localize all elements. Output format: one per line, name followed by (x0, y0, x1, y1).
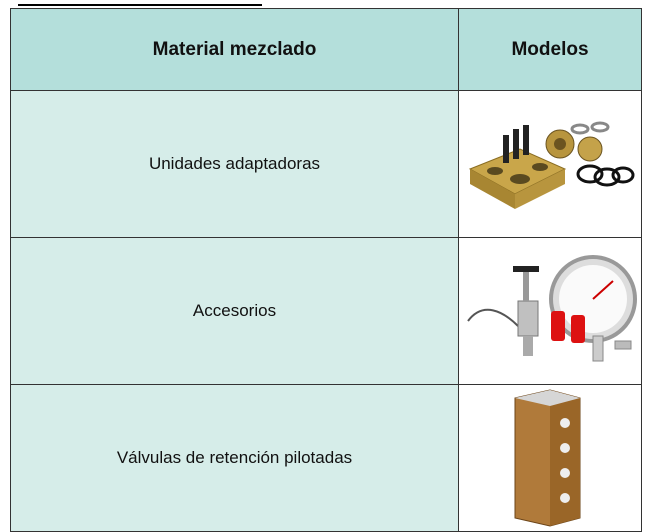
header-cell: Modelos (458, 8, 642, 91)
underline (18, 4, 262, 6)
row-label: Válvulas de retención pilotadas (10, 384, 459, 532)
product-image (458, 90, 642, 238)
product-image (458, 384, 642, 532)
models-table: Material mezclado Modelos Unidades adapt… (10, 8, 642, 532)
row: Unidades adaptadoras (10, 90, 642, 238)
product-image (458, 237, 642, 385)
row-label: Accesorios (10, 237, 459, 385)
row: Válvulas de retención pilotadas (10, 384, 642, 532)
accessories-image (466, 255, 637, 362)
header-row: Material mezclado Modelos (10, 8, 642, 91)
row-label: Unidades adaptadoras (10, 90, 459, 238)
header-cell: Material mezclado (10, 8, 459, 91)
check-valves-image (514, 389, 581, 527)
adapter-units-image (468, 121, 635, 209)
row: Accesorios (10, 237, 642, 385)
